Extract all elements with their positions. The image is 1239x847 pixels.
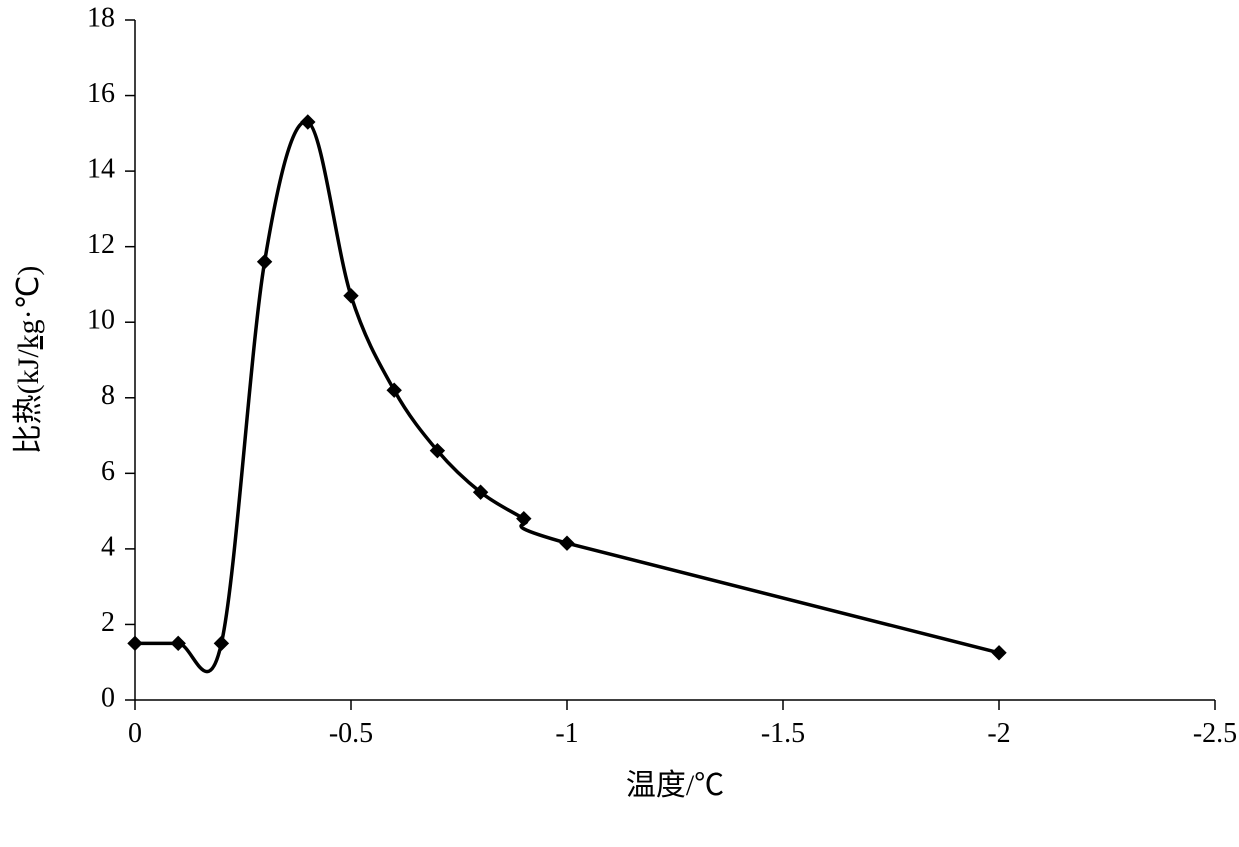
y-tick-label: 4: [101, 531, 115, 562]
y-tick-label: 8: [101, 380, 115, 411]
x-axis-label: 温度/℃: [626, 769, 724, 802]
y-tick-label: 2: [101, 607, 115, 638]
data-marker: [517, 512, 531, 526]
x-tick-label: -2: [987, 718, 1010, 749]
chart-svg: 0 2 4 6 8 10 12 14 16 18 0 -0.5 -1 -1.5 -2 -2.5 温度/℃ 比热(k…: [0, 0, 1239, 847]
data-marker: [560, 536, 574, 550]
x-tick-label: -1: [555, 718, 578, 749]
x-tick-label: -2.5: [1193, 718, 1237, 749]
series-line: [135, 122, 999, 672]
y-tick-label: 16: [87, 78, 115, 109]
data-marker: [387, 383, 401, 397]
x-tick-label: -0.5: [329, 718, 373, 749]
x-tick-label: 0: [128, 718, 142, 749]
chart-container: 0 2 4 6 8 10 12 14 16 18 0 -0.5 -1 -1.5 -2 -2.5 温度/℃ 比热(k…: [0, 0, 1239, 847]
data-marker: [171, 636, 185, 650]
data-marker: [258, 255, 272, 269]
y-tick-label: 14: [87, 154, 115, 185]
y-tick-label: 6: [101, 456, 115, 487]
y-tick-label: 0: [101, 682, 115, 713]
y-tick-label: 12: [87, 229, 115, 260]
y-tick-label: 18: [87, 2, 115, 33]
data-marker: [992, 646, 1006, 660]
x-tick-label: -1.5: [761, 718, 805, 749]
data-marker: [344, 289, 358, 303]
data-marker: [214, 636, 228, 650]
y-tick-label: 10: [87, 305, 115, 336]
data-marker: [128, 636, 142, 650]
y-axis-label: 比热(kJ/kg·℃): [12, 266, 45, 455]
